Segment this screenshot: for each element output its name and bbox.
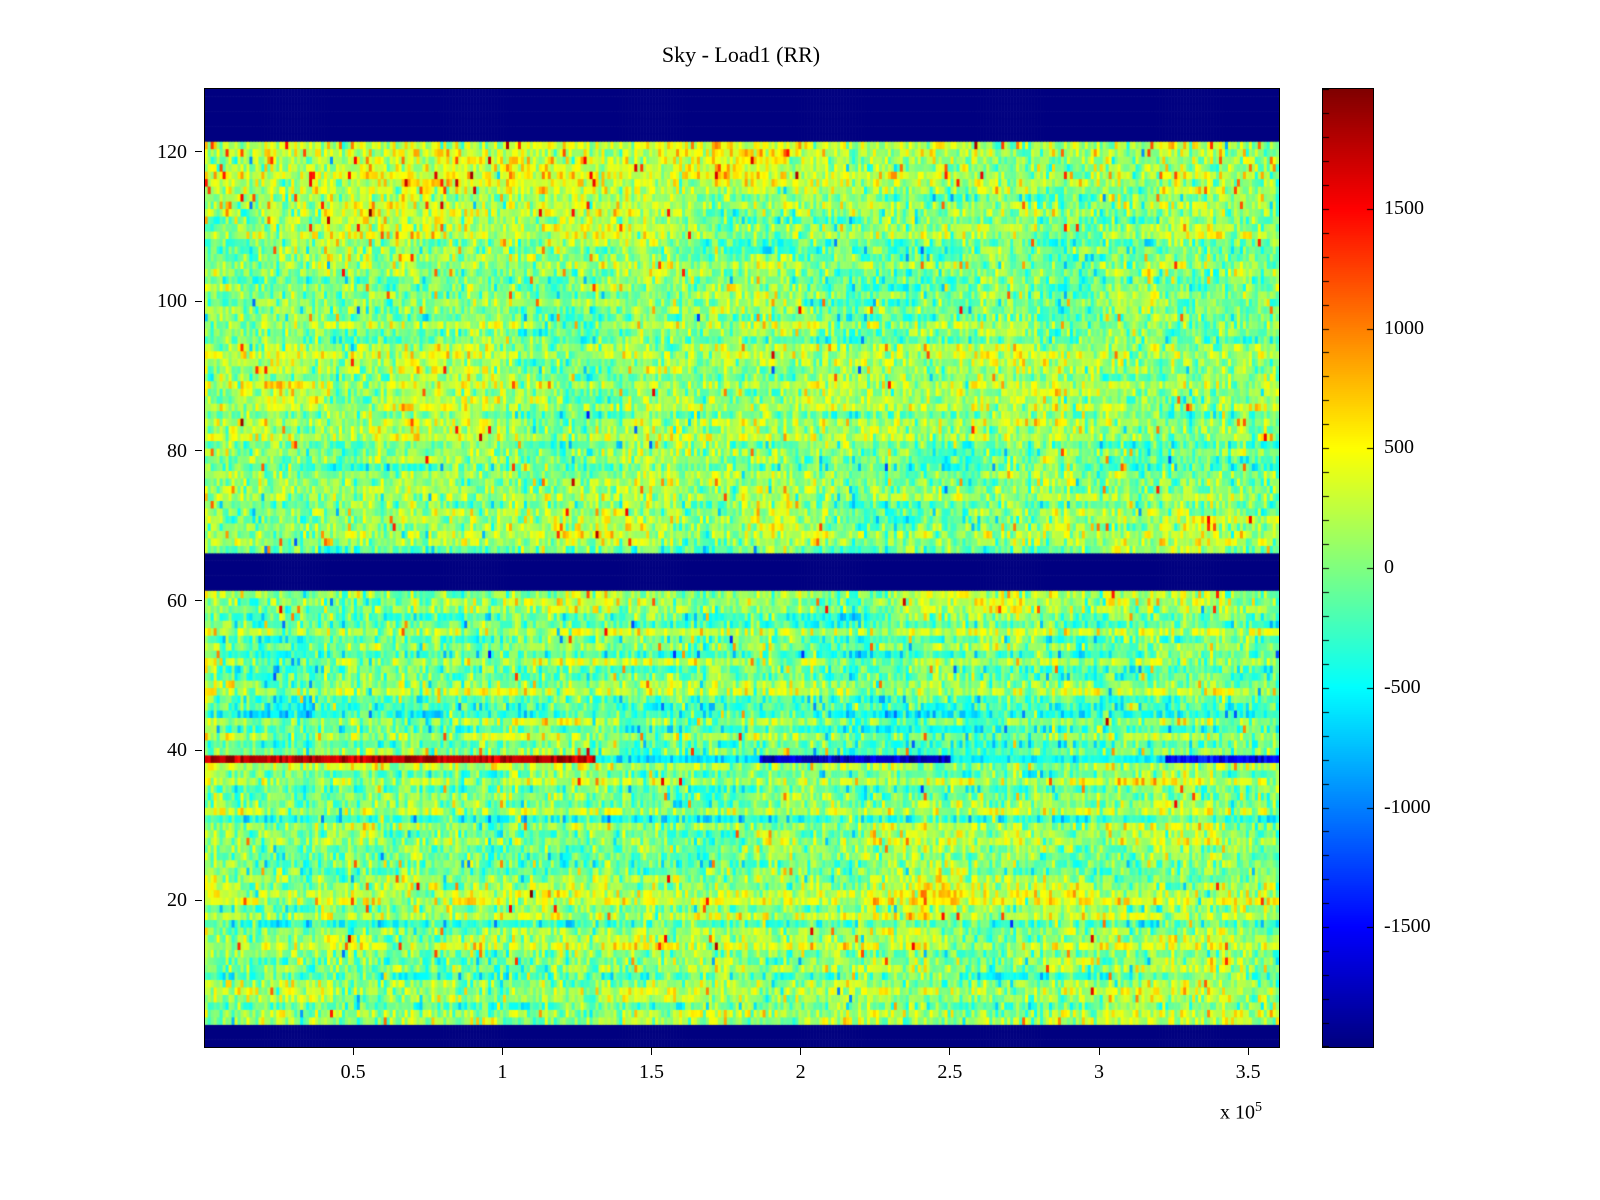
x-tick-mark [501,1048,503,1055]
y-tick-mark [195,899,202,901]
x-axis-exponent-prefix: x 10 [1220,1101,1255,1124]
x-tick-label: 3 [1094,1061,1104,1083]
x-axis-exponent-label: x 105 [1220,1100,1262,1125]
y-tick-mark [195,151,202,153]
colorbar-tick-label: -1500 [1384,915,1431,938]
y-tick-label: 100 [157,290,187,313]
colorbar-canvas [1323,89,1373,1047]
colorbar-tick-label: -500 [1384,675,1421,698]
x-tick-label: 1 [497,1061,508,1083]
colorbar-tick-label: 1000 [1384,316,1424,339]
y-tick-mark [195,450,202,452]
colorbar-tick-label: -1000 [1384,795,1431,818]
colorbar-tick-label: 500 [1384,436,1414,459]
x-tick-label: 2.5 [937,1061,963,1083]
x-axis-exponent-value: 5 [1255,1100,1262,1115]
x-tick-label: 3.5 [1235,1061,1261,1083]
x-tick-label: 2 [795,1061,806,1083]
x-tick-mark [800,1048,802,1055]
x-tick-label: 1.5 [639,1061,664,1083]
x-tick-mark [949,1048,951,1055]
x-tick-mark [651,1048,652,1055]
y-tick-label: 20 [167,889,187,912]
colorbar [1322,88,1374,1048]
x-tick-label: 0.5 [340,1061,366,1083]
y-tick-mark [195,300,202,302]
y-tick-label: 40 [167,739,187,762]
x-tick-mark [352,1048,354,1055]
heatmap-canvas [205,89,1279,1047]
y-tick-label: 60 [167,589,187,612]
x-tick-mark [1098,1048,1100,1055]
colorbar-tick-label: 0 [1384,556,1394,578]
chart-title: Sky - Load1 (RR) [661,42,821,67]
colorbar-tick-label: 1500 [1384,196,1424,219]
heatmap-plot-area [204,88,1280,1048]
y-tick-mark [195,600,202,602]
y-tick-label: 120 [157,140,187,163]
y-tick-mark [195,749,202,751]
x-tick-mark [1247,1048,1249,1055]
y-tick-label: 80 [167,439,187,462]
